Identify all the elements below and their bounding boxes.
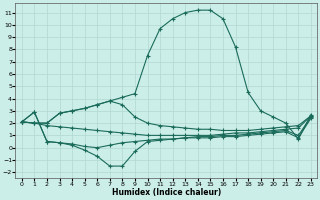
- X-axis label: Humidex (Indice chaleur): Humidex (Indice chaleur): [112, 188, 221, 197]
